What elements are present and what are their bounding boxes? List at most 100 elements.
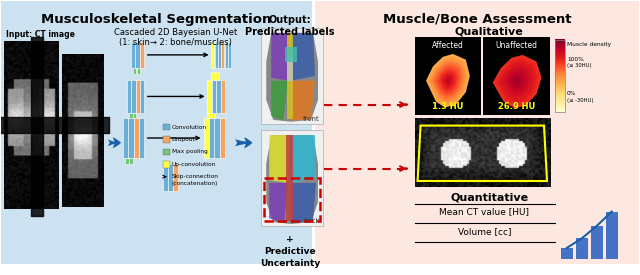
- Polygon shape: [446, 78, 450, 83]
- Text: Output:
Predicted labels: Output: Predicted labels: [245, 15, 335, 37]
- Polygon shape: [513, 76, 521, 85]
- Text: 0%: 0%: [567, 91, 577, 96]
- Bar: [173, 164, 179, 191]
- Text: 1.3 HU: 1.3 HU: [432, 102, 463, 111]
- Polygon shape: [442, 74, 453, 87]
- Bar: [204, 118, 209, 158]
- Bar: [591, 226, 603, 259]
- Bar: [136, 80, 140, 113]
- Bar: [140, 42, 145, 68]
- Polygon shape: [271, 33, 289, 81]
- Polygon shape: [266, 33, 318, 122]
- Bar: [129, 113, 132, 119]
- Bar: [211, 42, 214, 68]
- Bar: [215, 42, 218, 68]
- Bar: [127, 80, 131, 113]
- Polygon shape: [507, 70, 527, 92]
- Bar: [133, 113, 136, 119]
- Bar: [218, 42, 221, 68]
- Bar: [131, 42, 135, 68]
- Polygon shape: [437, 67, 459, 94]
- Text: 26.9 HU: 26.9 HU: [498, 102, 535, 111]
- Text: Muscle/Bone Assessment: Muscle/Bone Assessment: [383, 13, 572, 26]
- Bar: [168, 164, 173, 191]
- Text: Dropout: Dropout: [172, 137, 195, 142]
- Text: Affected: Affected: [432, 40, 464, 50]
- Bar: [123, 118, 128, 158]
- Bar: [209, 118, 214, 158]
- Bar: [211, 110, 215, 118]
- Text: (≥ 30HU): (≥ 30HU): [567, 64, 591, 68]
- Polygon shape: [287, 33, 293, 119]
- Bar: [415, 118, 550, 187]
- Bar: [415, 37, 481, 115]
- Bar: [163, 164, 168, 191]
- Bar: [163, 136, 170, 143]
- Polygon shape: [269, 183, 288, 223]
- Polygon shape: [271, 81, 288, 121]
- Text: 100%: 100%: [567, 57, 584, 62]
- Bar: [220, 118, 225, 158]
- Bar: [125, 158, 129, 164]
- Polygon shape: [291, 81, 315, 121]
- FancyBboxPatch shape: [315, 0, 639, 266]
- Bar: [605, 211, 618, 259]
- Text: +
Predictive
Uncertainty: + Predictive Uncertainty: [260, 235, 320, 268]
- Bar: [207, 110, 211, 118]
- Bar: [140, 80, 145, 113]
- Bar: [4, 42, 59, 209]
- Polygon shape: [291, 33, 315, 81]
- Text: Up-convolution: Up-convolution: [172, 162, 216, 167]
- Bar: [133, 68, 136, 74]
- Text: front: front: [303, 116, 320, 122]
- Polygon shape: [441, 72, 455, 90]
- Text: Unaffected: Unaffected: [495, 40, 538, 50]
- Polygon shape: [500, 64, 533, 99]
- Text: Convolution: Convolution: [172, 125, 207, 130]
- Text: Skip-connection: Skip-connection: [172, 174, 218, 179]
- Bar: [216, 72, 219, 80]
- Bar: [207, 80, 212, 113]
- Polygon shape: [287, 57, 293, 81]
- Text: Muscle density: Muscle density: [567, 42, 611, 46]
- Polygon shape: [502, 66, 531, 97]
- Bar: [134, 118, 139, 158]
- Bar: [216, 80, 221, 113]
- Text: Volume [cc]: Volume [cc]: [458, 227, 511, 236]
- Bar: [225, 42, 228, 68]
- Bar: [483, 37, 550, 115]
- Polygon shape: [495, 57, 540, 106]
- Polygon shape: [269, 135, 289, 183]
- Text: (1: skin→ 2: bone/muscles): (1: skin→ 2: bone/muscles): [119, 38, 232, 47]
- Bar: [261, 130, 323, 226]
- Bar: [555, 40, 565, 112]
- Polygon shape: [433, 63, 463, 98]
- Text: (concatenation): (concatenation): [172, 181, 218, 186]
- Bar: [264, 178, 320, 221]
- Bar: [129, 158, 132, 164]
- Bar: [140, 118, 145, 158]
- Polygon shape: [428, 56, 468, 105]
- Polygon shape: [286, 135, 293, 221]
- Bar: [261, 28, 323, 124]
- Bar: [137, 68, 141, 74]
- Polygon shape: [426, 54, 470, 108]
- Polygon shape: [499, 61, 535, 101]
- FancyBboxPatch shape: [0, 0, 312, 266]
- Text: (≤ -30HU): (≤ -30HU): [567, 98, 593, 103]
- Polygon shape: [515, 79, 518, 83]
- Text: Qualitative: Qualitative: [455, 26, 524, 36]
- Bar: [129, 118, 134, 158]
- Bar: [228, 42, 231, 68]
- Polygon shape: [291, 183, 316, 223]
- Bar: [561, 248, 573, 259]
- Polygon shape: [285, 47, 297, 62]
- Polygon shape: [266, 135, 318, 224]
- Bar: [212, 80, 216, 113]
- Bar: [62, 54, 104, 207]
- Bar: [211, 72, 215, 80]
- Polygon shape: [505, 68, 529, 95]
- Polygon shape: [444, 76, 452, 85]
- Bar: [136, 42, 140, 68]
- Bar: [131, 80, 136, 113]
